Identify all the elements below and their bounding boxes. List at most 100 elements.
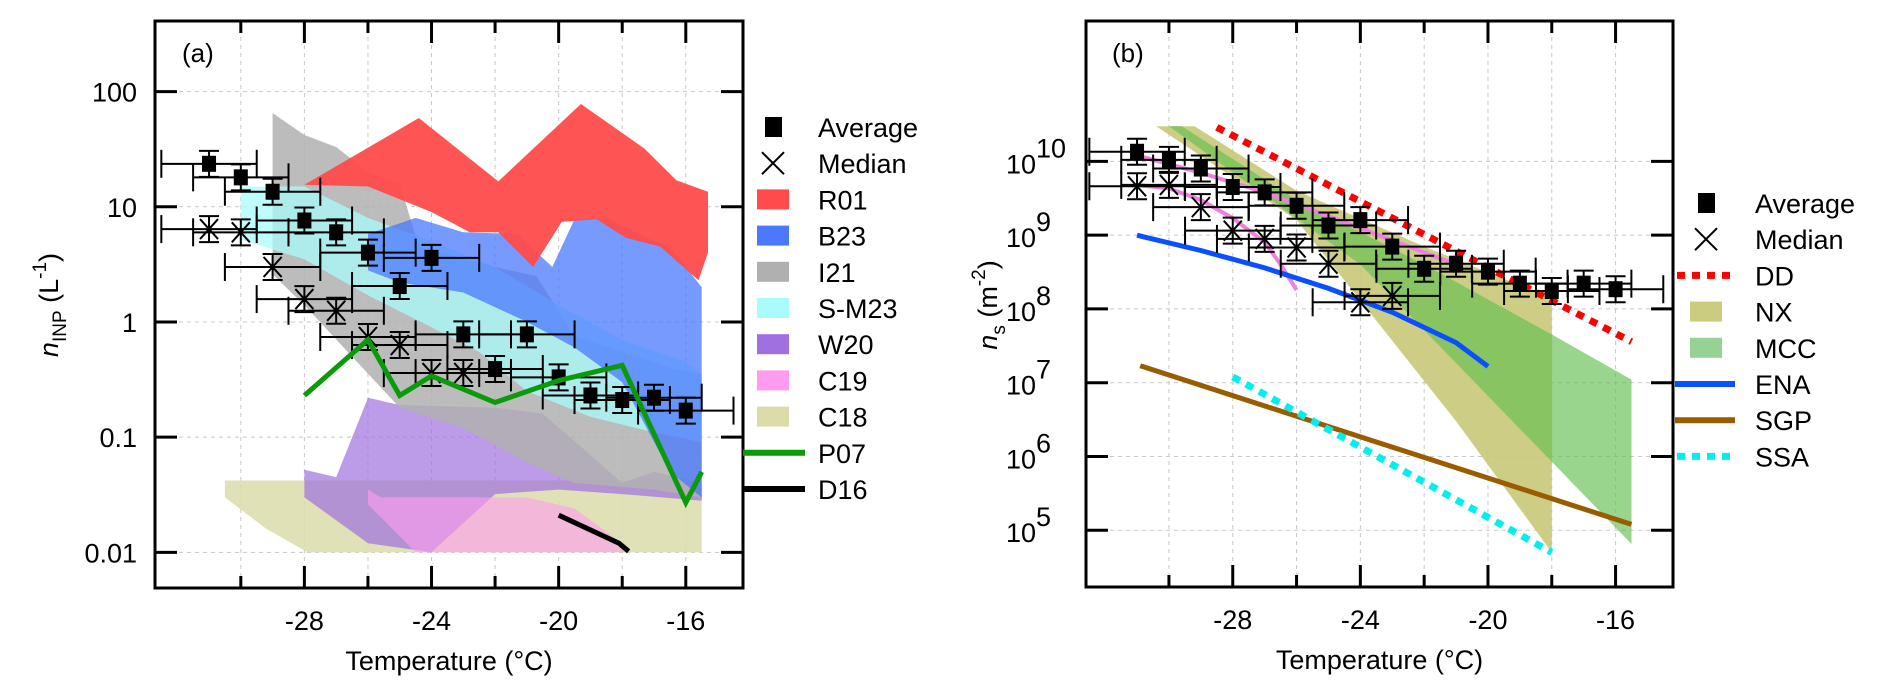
legend-item-r01: R01 [757,185,868,215]
y-axis-title-symbol: n [34,342,64,357]
legend: Average Median R01 B23 I21 S-M23 W20 C19 C18 P07 D… [743,113,918,505]
y-axis-title-unit-close: ) [973,260,1003,269]
legend-item-average: Average [1698,189,1855,219]
average-marker [1512,275,1527,292]
y-axis-title-subscript: s [989,325,1010,335]
average-marker [329,224,344,241]
y-axis-title-unit-close: ) [34,253,64,262]
legend-label: D16 [818,475,868,505]
legend-label: DD [1755,261,1794,291]
panel-b: -28 -24 -20 -161051061071081091010Temperatu… [969,19,1855,675]
legend-item-sgp: SGP [1675,406,1812,436]
y-tick-label-exponent: 7 [1036,355,1051,385]
median-marker [1127,175,1147,197]
panel-b-label: (b) [1112,38,1144,68]
y-tick-label: 10 [1006,444,1036,474]
y-tick-label-exponent: 10 [1036,133,1066,163]
line-d16 [557,512,631,554]
line-ena [1136,232,1490,369]
average-marker [1353,212,1368,229]
average-marker [392,278,407,295]
median-marker [262,256,283,278]
legend: Average Median DD NX MCC ENA SGP SSA [1675,189,1855,472]
x-tick-label: -28 [285,606,324,636]
legend-item-nx: NX [1690,298,1793,328]
plot-frame [1084,19,1675,589]
legend-cross-marker [1694,227,1718,251]
x-tick-label: -24 [412,606,451,636]
line-p07 [302,335,704,509]
x-tick-label: -24 [1341,605,1380,635]
average-marker [488,361,503,378]
legend-item-median: Median [761,149,907,179]
y-tick-label-exponent: 5 [1036,502,1051,532]
x-axis-title: Temperature (°C) [345,646,552,676]
average-marker [1608,281,1623,298]
y-axis-title-subscript: INP [50,310,71,342]
average-marker [233,169,248,186]
x-tick-label: -20 [539,606,578,636]
average-marker [1321,217,1336,234]
y-axis-title: ns (m-2) [969,260,1010,349]
legend-square-marker [765,117,782,137]
legend-label: C19 [818,366,868,396]
y-axis-title-unit: (m [973,286,1003,325]
average-marker [1449,255,1464,272]
median-marker [294,288,315,310]
legend-patch [1690,337,1722,358]
legend-item-c18: C18 [757,403,868,433]
legend-label: NX [1755,298,1793,328]
median-marker [389,334,410,356]
plot-area [1136,124,1634,556]
median-marker [199,218,219,240]
legend-label: ENA [1755,370,1811,400]
median-series [160,215,513,388]
legend-cross-marker [761,151,785,175]
y-axis-title-unit: (L [34,279,64,311]
area-b23 [368,217,702,498]
legend-label: B23 [818,222,866,252]
average-marker [265,183,280,200]
y-tick-label: 10 [1006,518,1036,548]
median-marker [231,221,251,243]
median-marker [1191,196,1211,218]
legend-label: SGP [1755,406,1812,436]
median-marker [1254,228,1275,250]
median-marker [1286,236,1307,259]
y-axis-title-unit-exponent: -2 [969,269,990,286]
x-tick-label: -16 [1596,605,1635,635]
legend-square-marker [1698,193,1715,213]
median-marker [1159,174,1179,196]
legend-patch [1690,301,1722,322]
average-marker [1385,238,1400,255]
legend-item-average: Average [765,113,918,143]
legend-item-s-m23: S-M23 [757,294,898,324]
average-marker [647,389,662,406]
y-tick-label: 0.1 [99,423,137,453]
legend-item-b23: B23 [757,222,866,252]
legend-patch [757,189,789,210]
average-marker [583,387,598,404]
legend-label: W20 [818,330,874,360]
legend-label: SSA [1755,442,1809,472]
legend-label: C18 [818,403,868,433]
line-dd [1215,124,1634,345]
legend-patch [757,225,789,246]
average-marker [1257,184,1272,201]
legend-item-mcc: MCC [1690,334,1817,364]
y-tick-label-exponent: 9 [1036,207,1051,237]
legend-label: P07 [818,439,866,469]
legend-label: Median [818,149,907,179]
area-mcc [1168,126,1632,544]
y-tick-label: 100 [92,78,137,108]
legend-patch [757,406,789,427]
average-marker [1161,151,1176,168]
legend-item-p07: P07 [743,439,866,469]
average-marker [1193,160,1208,177]
average-marker [424,249,439,266]
average-marker [519,326,534,343]
line-sgp [1139,363,1633,527]
legend-patch [757,370,789,391]
legend-patch [757,261,789,282]
